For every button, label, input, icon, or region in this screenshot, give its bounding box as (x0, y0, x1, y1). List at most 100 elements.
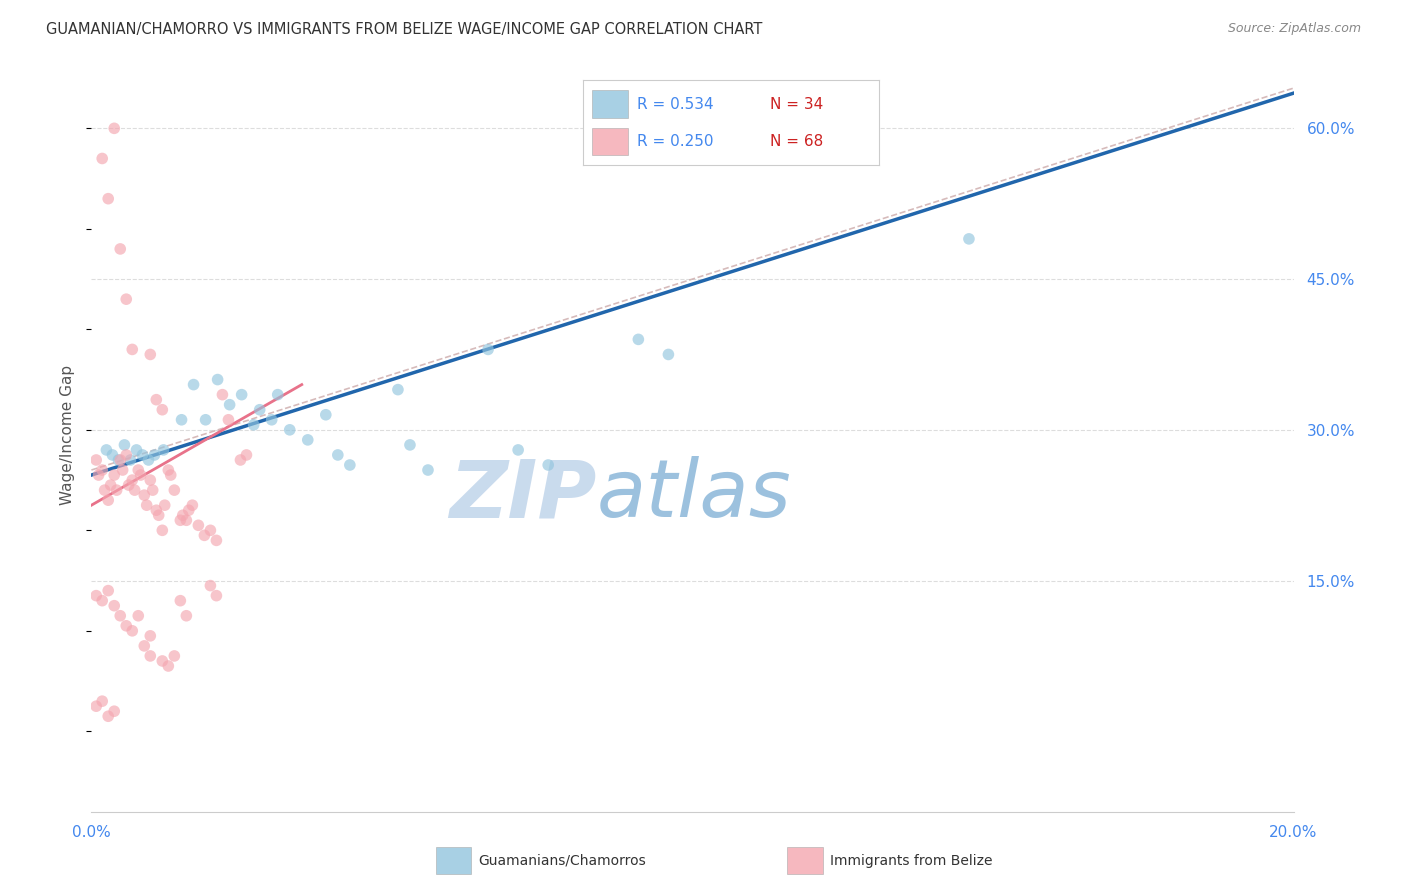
Point (129, 468, 152, 483)
Point (111, 463, 134, 477)
Point (194, 413, 217, 427)
Point (217, 413, 239, 427)
Point (159, 468, 181, 483)
Point (97, 709, 120, 723)
Point (97, 192, 120, 206)
Point (125, 442, 148, 457)
Text: N = 34: N = 34 (769, 96, 823, 112)
Point (139, 629, 162, 643)
Point (172, 508, 194, 523)
Point (200, 578, 222, 592)
Text: Immigrants from Belize: Immigrants from Belize (830, 854, 993, 868)
Point (657, 347, 679, 361)
Point (121, 343, 143, 357)
Point (127, 608, 149, 623)
Text: atlas: atlas (596, 456, 792, 534)
Point (145, 392, 167, 407)
Point (84, 699, 107, 714)
Point (205, 589, 228, 603)
Point (120, 453, 142, 467)
Point (91, 463, 114, 477)
Point (138, 453, 160, 467)
Point (278, 423, 301, 437)
Point (339, 458, 361, 472)
Point (218, 398, 240, 412)
Point (205, 533, 228, 548)
Point (176, 513, 198, 527)
Point (110, 242, 132, 256)
Point (143, 448, 166, 462)
Y-axis label: Wage/Income Gap: Wage/Income Gap (60, 365, 76, 505)
Point (207, 373, 229, 387)
Point (118, 478, 141, 492)
Point (177, 503, 200, 517)
Point (93, 483, 115, 497)
Point (169, 513, 191, 527)
Point (267, 387, 290, 401)
Point (96, 442, 118, 457)
Point (114, 438, 136, 452)
Point (150, 654, 173, 668)
Point (124, 483, 146, 497)
Point (103, 121, 125, 136)
Text: Source: ZipAtlas.com: Source: ZipAtlas.com (1227, 22, 1361, 36)
Point (87, 468, 110, 483)
Point (91, 694, 114, 708)
Point (101, 448, 124, 462)
Point (187, 518, 209, 533)
Point (387, 383, 409, 397)
Text: R = 0.534: R = 0.534 (637, 96, 713, 112)
Point (297, 433, 319, 447)
Point (131, 448, 153, 462)
Point (135, 498, 157, 512)
Point (97, 583, 120, 598)
Point (150, 524, 173, 538)
Point (181, 498, 204, 512)
Point (150, 402, 173, 417)
Point (110, 608, 132, 623)
Point (103, 468, 125, 483)
Point (537, 458, 560, 472)
Point (242, 417, 264, 432)
Point (91, 152, 114, 166)
Point (508, 442, 530, 457)
Point (84, 589, 107, 603)
Point (235, 448, 257, 462)
Point (121, 473, 143, 487)
Point (110, 453, 132, 467)
Point (100, 478, 122, 492)
Point (84, 453, 107, 467)
Point (169, 593, 191, 607)
Point (211, 387, 233, 401)
Text: ZIP: ZIP (449, 456, 596, 534)
Point (200, 524, 222, 538)
Point (134, 488, 156, 502)
Point (163, 483, 186, 497)
Point (134, 639, 156, 653)
Point (91, 593, 114, 607)
Point (193, 528, 215, 542)
Point (139, 347, 162, 361)
Point (127, 463, 149, 477)
Text: GUAMANIAN/CHAMORRO VS IMMIGRANTS FROM BELIZE WAGE/INCOME GAP CORRELATION CHART: GUAMANIAN/CHAMORRO VS IMMIGRANTS FROM BE… (46, 22, 763, 37)
Point (163, 648, 186, 663)
Point (157, 463, 180, 477)
Point (105, 483, 128, 497)
Point (97, 493, 120, 508)
Point (148, 508, 170, 523)
Point (142, 483, 165, 497)
Point (145, 503, 167, 517)
FancyBboxPatch shape (592, 90, 627, 118)
Point (157, 659, 180, 673)
FancyBboxPatch shape (592, 128, 627, 155)
Point (103, 599, 125, 613)
Point (326, 448, 349, 462)
Text: R = 0.250: R = 0.250 (637, 134, 713, 149)
Point (399, 438, 422, 452)
Point (249, 402, 271, 417)
Point (139, 648, 162, 663)
Point (152, 442, 174, 457)
Point (477, 343, 499, 357)
Point (139, 473, 162, 487)
Point (416, 463, 439, 477)
